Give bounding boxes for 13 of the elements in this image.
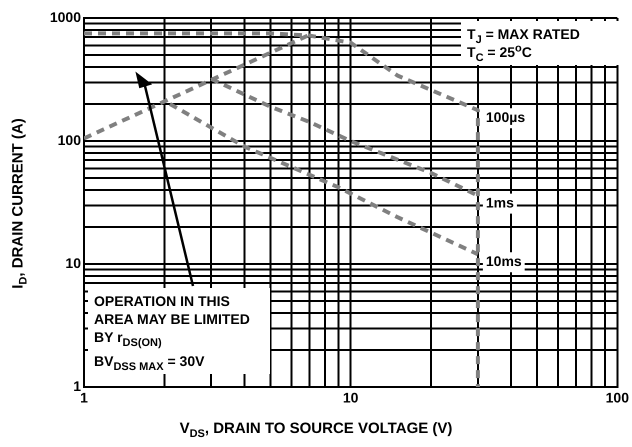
x-axis-title: V$_{DS}$, DRAIN TO SOURCE VOLTAGE (V) (178, 420, 454, 440)
x-tick-label: 10 (342, 389, 359, 406)
series-label: 100µs (486, 109, 526, 126)
x-tick-label: 100 (606, 389, 630, 406)
y-tick-label: 10 (65, 254, 82, 271)
y-tick-label: 1 (73, 378, 82, 394)
annotation: OPERATION IN THIS AREA MAY BE LIMITED BY r$_{DS(ON)}$ (94, 292, 251, 349)
note-panel: OPERATION IN THIS AREA MAY BE LIMITED BY r$_{DS(ON)}$ BV$_{DSS MAX}$ = 30V (88, 288, 270, 374)
y-tick-label: 1000 (50, 8, 82, 25)
y-tick-label: 100 (58, 132, 82, 148)
annotation: BV$_{DSS MAX}$ = 30V (94, 352, 206, 373)
series-label: 10ms (486, 253, 522, 270)
series-label: 1ms (486, 194, 514, 210)
